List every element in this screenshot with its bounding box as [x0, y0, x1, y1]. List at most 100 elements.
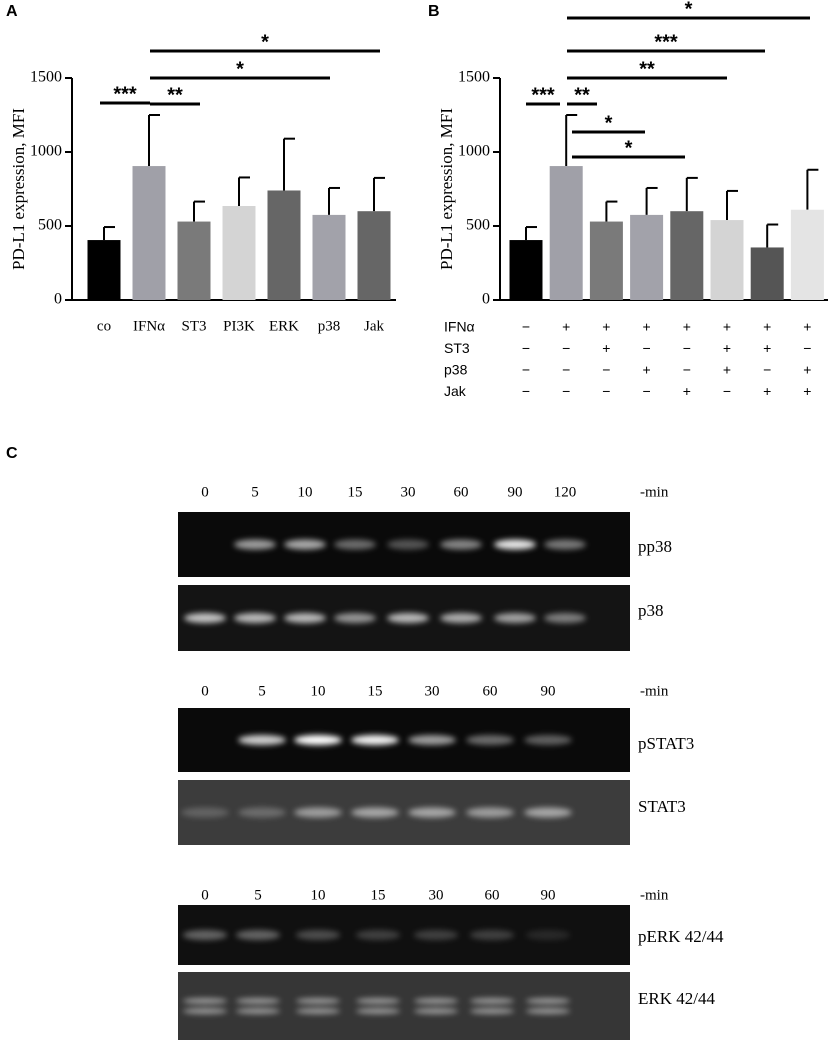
- blot-band: [524, 735, 572, 745]
- blot-band: [295, 930, 341, 940]
- time-label: 10: [298, 484, 313, 500]
- treatment-mark: −: [562, 340, 570, 356]
- bar: [710, 220, 744, 300]
- treatment-mark: −: [562, 362, 570, 378]
- treatment-mark: +: [602, 319, 610, 335]
- x-tick-label: ERK: [269, 318, 299, 334]
- x-tick-label: PI3K: [223, 318, 255, 334]
- treatment-mark: +: [763, 319, 771, 335]
- significance-label: *: [685, 0, 693, 20]
- treatment-mark: +: [803, 383, 811, 399]
- treatment-mark: +: [683, 383, 691, 399]
- treatment-mark: +: [643, 319, 651, 335]
- bar: [132, 166, 166, 300]
- blot-band: [238, 807, 286, 818]
- time-label: 60: [485, 887, 500, 903]
- treatment-mark: +: [763, 383, 771, 399]
- treatment-name: p38: [444, 362, 468, 378]
- time-unit: -min: [640, 484, 669, 500]
- blot-band: [494, 613, 536, 623]
- blot-band: [294, 807, 342, 818]
- blot-band: [544, 613, 586, 623]
- x-tick-label: IFNα: [133, 318, 165, 334]
- blot-band: [284, 539, 326, 550]
- x-tick-label: p38: [318, 318, 341, 334]
- bar: [750, 247, 784, 300]
- treatment-mark: +: [723, 340, 731, 356]
- y-axis-label: PD-L1 expression, MFI: [437, 108, 456, 270]
- blot-band: [355, 1008, 401, 1014]
- blot-band: [351, 807, 399, 818]
- blot-band: [525, 1008, 571, 1014]
- treatment-mark: +: [723, 362, 731, 378]
- significance-label: *: [625, 137, 633, 159]
- protein-label: pp38: [638, 537, 672, 556]
- treatment-name: Jak: [444, 383, 467, 399]
- treatment-mark: +: [683, 319, 691, 335]
- treatment-mark: +: [763, 340, 771, 356]
- y-tick-label: 1000: [458, 143, 490, 160]
- time-label: 90: [541, 683, 556, 699]
- protein-label: p38: [638, 601, 664, 620]
- treatment-mark: −: [803, 340, 811, 356]
- blot-band: [238, 735, 286, 745]
- treatment-mark: −: [723, 383, 731, 399]
- treatment-mark: +: [723, 319, 731, 335]
- bar: [549, 166, 583, 300]
- treatment-mark: −: [602, 383, 610, 399]
- significance-label: ***: [113, 83, 137, 105]
- blot-band: [387, 613, 429, 623]
- panel-label: C: [6, 445, 18, 462]
- significance-label: *: [261, 31, 269, 53]
- y-tick-label: 500: [466, 217, 490, 234]
- blot-band: [182, 1008, 228, 1014]
- time-label: 5: [251, 484, 259, 500]
- y-tick-label: 1500: [458, 69, 490, 86]
- blot-band: [184, 613, 226, 623]
- treatment-mark: +: [643, 362, 651, 378]
- time-label: 60: [454, 484, 469, 500]
- treatment-mark: −: [522, 383, 530, 399]
- y-tick-label: 0: [54, 291, 62, 308]
- y-tick-label: 1500: [30, 69, 62, 86]
- y-tick-label: 1000: [30, 143, 62, 160]
- blot-band: [295, 1008, 341, 1014]
- time-label: 60: [483, 683, 498, 699]
- blot-band: [525, 998, 571, 1004]
- blot-band: [234, 613, 276, 623]
- time-label: 0: [201, 887, 209, 903]
- blot-band: [494, 539, 536, 550]
- bar: [670, 211, 704, 300]
- y-tick-label: 0: [482, 291, 490, 308]
- protein-label: pSTAT3: [638, 734, 694, 753]
- treatment-mark: −: [522, 319, 530, 335]
- bar: [267, 190, 301, 300]
- time-label: 0: [201, 683, 209, 699]
- blot-band: [469, 998, 515, 1004]
- blot-band: [413, 1008, 459, 1014]
- blot-band: [387, 539, 429, 550]
- time-label: 5: [258, 683, 266, 699]
- blot-band: [235, 930, 281, 940]
- blot-band: [440, 539, 482, 550]
- blot-band: [413, 930, 459, 940]
- time-label: 5: [254, 887, 262, 903]
- treatment-mark: −: [522, 340, 530, 356]
- time-label: 30: [401, 484, 416, 500]
- time-label: 15: [371, 887, 386, 903]
- x-tick-label: Jak: [364, 318, 384, 334]
- time-label: 30: [429, 887, 444, 903]
- significance-label: *: [605, 112, 613, 134]
- blot-band: [284, 613, 326, 623]
- treatment-mark: +: [803, 319, 811, 335]
- blot-band: [351, 735, 399, 745]
- blot-band: [408, 735, 456, 745]
- time-label: 10: [311, 887, 326, 903]
- time-label: 15: [348, 484, 363, 500]
- significance-label: ***: [654, 31, 678, 53]
- blot-band: [355, 998, 401, 1004]
- blot-band: [544, 539, 586, 550]
- blot-band: [466, 807, 514, 818]
- blot-band: [181, 807, 229, 818]
- bar: [222, 206, 256, 300]
